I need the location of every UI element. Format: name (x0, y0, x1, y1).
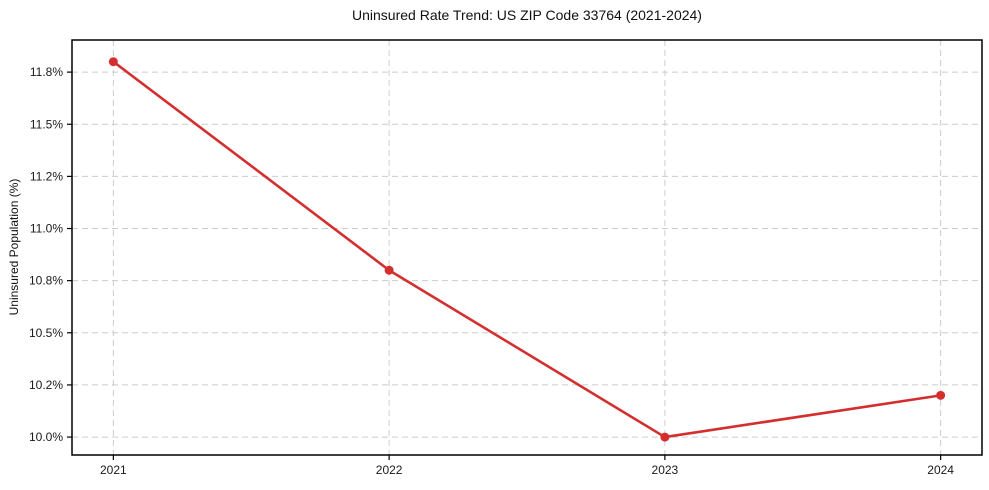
y-tick-label: 10.2% (29, 378, 63, 392)
plot-border (71, 39, 983, 456)
data-point-marker (660, 432, 670, 442)
y-tick-label: 11.0% (30, 222, 63, 236)
chart-title: Uninsured Rate Trend: US ZIP Code 33764 … (352, 7, 702, 23)
x-tick-label: 2021 (100, 463, 127, 477)
y-tick-label: 11.2% (30, 169, 63, 183)
y-tick-label: 10.8% (29, 274, 63, 288)
data-point-marker (936, 390, 946, 400)
data-point-marker (108, 57, 118, 67)
y-tick-label: 11.5% (30, 117, 63, 131)
y-tick-label: 10.0% (29, 430, 63, 444)
y-tick-label: 11.8% (30, 65, 63, 79)
data-point-marker (384, 265, 394, 275)
x-tick-label: 2024 (927, 463, 954, 477)
data-line (112, 60, 942, 439)
y-tick-label: 10.5% (29, 326, 63, 340)
x-tick-label: 2023 (652, 463, 679, 477)
x-tick-label: 2022 (376, 463, 403, 477)
